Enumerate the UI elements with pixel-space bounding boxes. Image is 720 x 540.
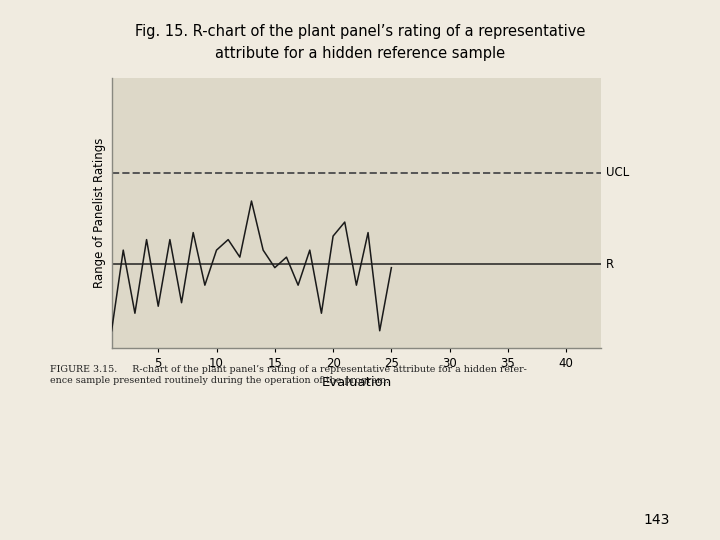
Text: attribute for a hidden reference sample: attribute for a hidden reference sample	[215, 46, 505, 61]
Text: R: R	[606, 258, 614, 271]
Text: UCL: UCL	[606, 166, 629, 179]
Text: Fig. 15. R-chart of the plant panel’s rating of a representative: Fig. 15. R-chart of the plant panel’s ra…	[135, 24, 585, 39]
X-axis label: Evaluation: Evaluation	[321, 376, 392, 389]
Text: FIGURE 3.15.     R-chart of the plant panel’s rating of a representative attribu: FIGURE 3.15. R-chart of the plant panel’…	[50, 364, 527, 386]
Y-axis label: Range of Panelist Ratings: Range of Panelist Ratings	[93, 138, 106, 288]
Text: 143: 143	[643, 512, 670, 526]
